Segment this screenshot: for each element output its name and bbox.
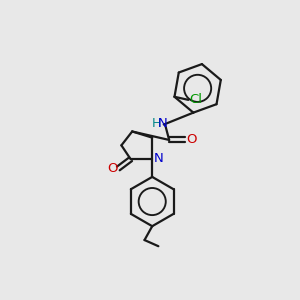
Text: O: O xyxy=(186,133,197,146)
Text: N: N xyxy=(154,152,163,165)
Text: N: N xyxy=(157,117,167,130)
Text: O: O xyxy=(107,162,117,175)
Text: H: H xyxy=(152,117,161,130)
Text: Cl: Cl xyxy=(190,93,202,106)
